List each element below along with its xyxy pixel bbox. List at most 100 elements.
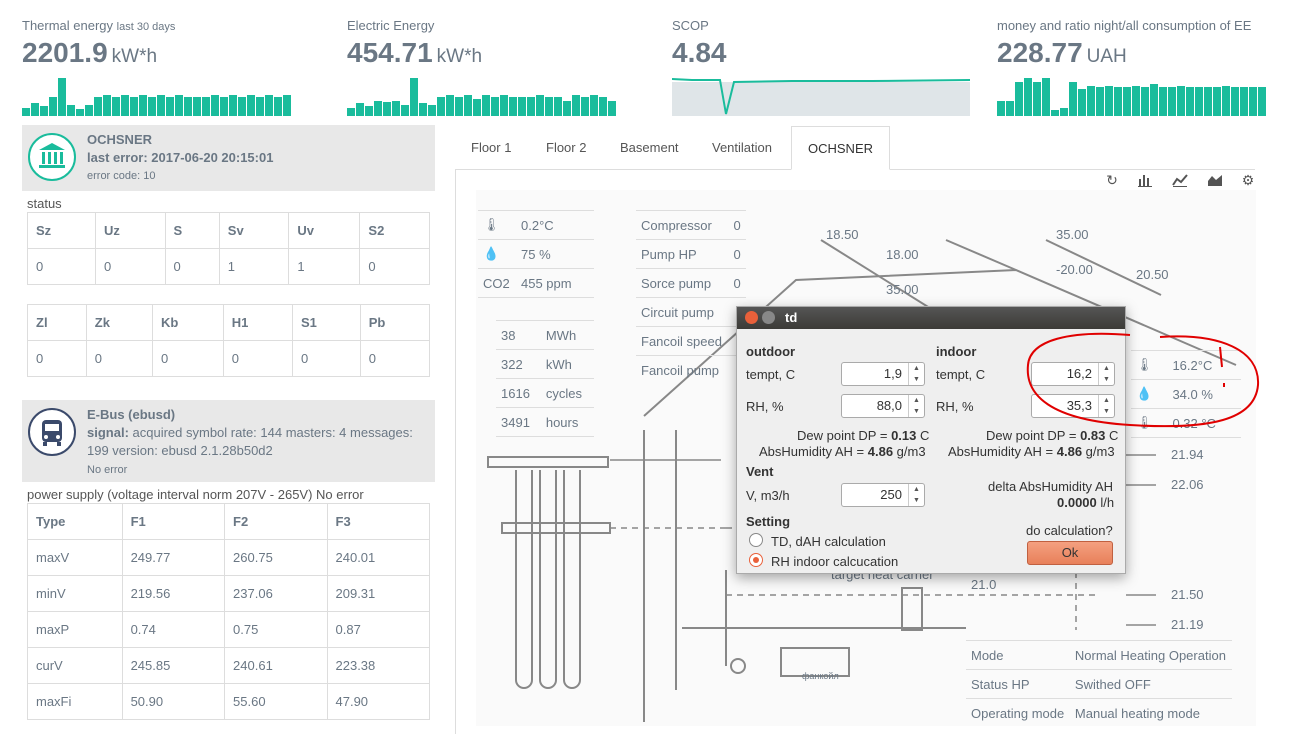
pump-table: Compressor 0 Pump HP 0 Sorce pump 0 Circuit…	[636, 210, 746, 385]
table-row: curV 245.85 240.61 223.38	[27, 647, 430, 684]
temp-label: 21.0	[971, 577, 997, 592]
spark-bar	[31, 103, 39, 116]
power-table: Type F1 F2 F3 maxV 249.77 260.75 240.01 minV 21…	[27, 503, 430, 720]
cell: 0	[359, 248, 430, 285]
spark-bar	[1051, 110, 1059, 116]
pump-row: Fancoil speed	[636, 326, 746, 356]
pump-name: Pump HP	[636, 239, 729, 269]
spark-bar	[590, 95, 598, 116]
outdoor-tempt-spinbox[interactable]: 1,9 ▲ ▼	[841, 362, 925, 386]
tab-ochsner[interactable]: OCHSNER	[791, 126, 891, 170]
spark-bar	[1141, 87, 1149, 116]
gear-icon[interactable]: ⚙	[1241, 172, 1255, 188]
tab-ventilation[interactable]: Ventilation	[712, 140, 772, 155]
spark-bar	[401, 105, 409, 116]
ok-button[interactable]: Ok	[1027, 541, 1113, 565]
table-header: Type F1 F2 F3	[27, 503, 430, 540]
spark-bar	[1213, 87, 1221, 116]
stat-thermal: Thermal energy last 30 days 2201.9 kW*h	[22, 14, 322, 118]
vent-label: V, m3/h	[746, 488, 790, 503]
radio-rh[interactable]	[749, 553, 763, 567]
spark-bar	[49, 97, 57, 116]
spin-arrows-icon[interactable]: ▲ ▼	[908, 395, 924, 417]
table-header: Zl Zk Kb H1 S1 Pb	[27, 304, 431, 341]
cell: maxFi	[27, 683, 123, 720]
vent-spinbox[interactable]: 250 ▲ ▼	[841, 483, 925, 507]
indoor-tempt-spinbox[interactable]: 16,2 ▲ ▼	[1031, 362, 1115, 386]
energy-value: 3491	[496, 407, 541, 437]
spark-bar	[40, 106, 48, 116]
col-header: Uv	[288, 212, 361, 249]
info-key: Mode	[966, 640, 1070, 670]
spark-bar	[563, 101, 571, 116]
sensor-row: 💧 34.0 %	[1131, 379, 1241, 409]
stat-label: money and ratio night/all consumption of…	[997, 18, 1252, 33]
spin-arrows-icon[interactable]: ▲ ▼	[908, 363, 924, 385]
cell: 0	[95, 248, 166, 285]
spark-bar	[76, 109, 84, 116]
spark-bar	[410, 78, 418, 116]
spark-bar	[536, 95, 544, 116]
info-value: Manual heating mode	[1069, 698, 1232, 728]
spin-arrows-icon[interactable]: ▲ ▼	[1098, 363, 1114, 385]
ebus-panel: E-Bus (ebusd) signal: acquired symbol ra…	[22, 400, 435, 482]
tab-floor-1[interactable]: Floor 1	[471, 140, 512, 155]
outdoor-rh-label: RH, %	[746, 399, 784, 414]
cell: 0	[291, 340, 361, 377]
temp-label: 21.94	[1171, 447, 1204, 462]
humidity-icon: 💧	[478, 239, 516, 269]
spark-bar	[419, 103, 427, 116]
close-icon[interactable]	[745, 311, 758, 324]
spark-bar	[365, 106, 373, 116]
minimize-icon[interactable]	[762, 311, 775, 324]
pump-state: 0	[728, 239, 746, 269]
delta-label: delta AbsHumidity AH	[988, 479, 1114, 494]
spark-bar	[112, 97, 120, 116]
refresh-icon[interactable]: ↻	[1106, 172, 1118, 188]
dew-out: Dew point DP = 0.13 C	[797, 428, 930, 443]
energy-unit: kWh	[540, 349, 594, 379]
spark-bar	[121, 95, 129, 116]
tab-basement[interactable]: Basement	[620, 140, 679, 155]
line-chart-icon[interactable]	[1172, 172, 1188, 188]
cell: 240.01	[326, 539, 430, 576]
sparkline	[22, 78, 291, 116]
spark-bar	[374, 101, 382, 116]
scop-line	[672, 78, 971, 116]
tab-bar: Floor 1 Floor 2 Basement Ventilation OCH…	[455, 126, 1255, 170]
outdoor-rh-spinbox[interactable]: 88,0 ▲ ▼	[841, 394, 925, 418]
cell: maxV	[27, 539, 123, 576]
spin-arrows-icon[interactable]: ▲ ▼	[908, 484, 924, 506]
setting-heading: Setting	[746, 514, 791, 529]
spark-bar	[247, 95, 255, 116]
cell: 0.74	[121, 611, 226, 648]
cell: 0	[27, 248, 96, 285]
right-sensor-table: 🌡 16.2°C 💧 34.0 % 🌡 0.32 °C	[1131, 350, 1241, 438]
info-key: Operating mode	[966, 698, 1070, 728]
sensor-row: 💧 75 %	[478, 239, 594, 269]
spark-bar	[1231, 87, 1239, 116]
panel-title: OCHSNER	[87, 132, 153, 147]
energy-row: 1616 cycles	[496, 378, 594, 408]
col-header: F3	[326, 503, 430, 540]
pump-row: Circuit pump	[636, 297, 746, 327]
spark-bar	[347, 108, 355, 116]
ochsner-panel: OCHSNER last error: 2017-06-20 20:15:01 …	[22, 125, 435, 191]
info-key: Status HP	[966, 669, 1070, 699]
temp-label: 22.06	[1171, 477, 1204, 492]
radio-td[interactable]	[749, 533, 763, 547]
energy-value: 322	[496, 349, 541, 379]
tab-floor-2[interactable]: Floor 2	[546, 140, 587, 155]
spark-bar	[1168, 87, 1176, 116]
delta-value: 0.0000 l/h	[1057, 495, 1115, 510]
info-row: Mode Normal Heating Operation	[966, 640, 1232, 670]
spin-arrows-icon[interactable]: ▲ ▼	[1098, 395, 1114, 417]
spark-bar	[1150, 84, 1158, 116]
bar-chart-icon[interactable]	[1137, 172, 1153, 188]
temp-label: 18.50	[826, 227, 859, 242]
spark-bar	[139, 95, 147, 116]
cell: 0.87	[326, 611, 430, 648]
col-header: F2	[224, 503, 328, 540]
indoor-rh-spinbox[interactable]: 35,3 ▲ ▼	[1031, 394, 1115, 418]
area-chart-icon[interactable]	[1207, 172, 1223, 188]
